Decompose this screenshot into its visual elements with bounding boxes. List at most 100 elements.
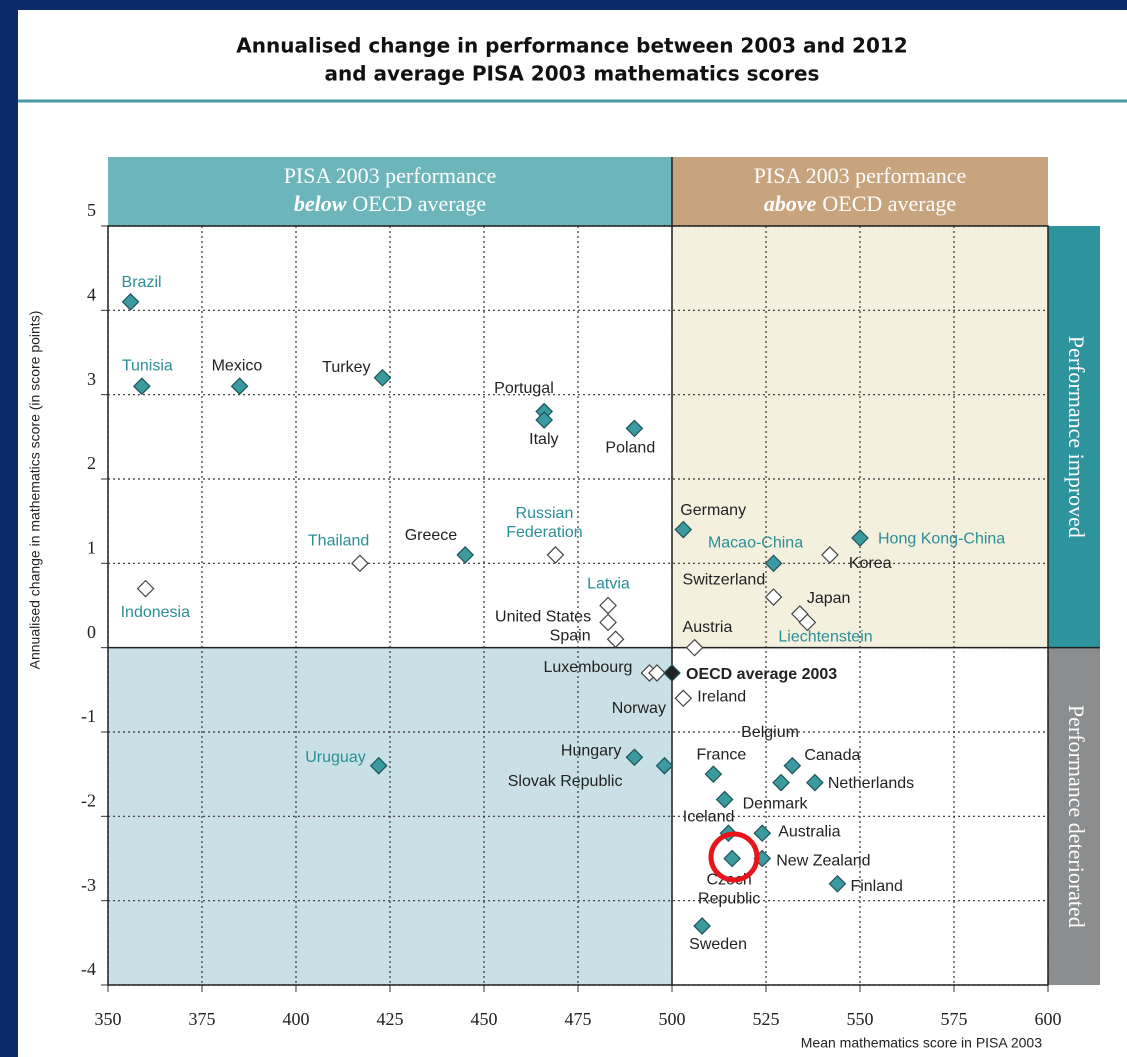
x-tick-label: 450	[471, 1009, 498, 1029]
header-band-emphasis: below	[294, 191, 347, 216]
point	[351, 554, 369, 573]
point	[693, 917, 711, 935]
x-axis-label: Mean mathematics score in PISA 2003	[801, 1035, 1042, 1051]
point-label: Brazil	[122, 274, 162, 291]
point-label: Federation	[506, 524, 583, 541]
point	[663, 664, 681, 682]
x-tick-label: 525	[753, 1009, 780, 1029]
point-label: Latvia	[587, 576, 630, 593]
side-band	[1048, 226, 1100, 648]
point	[685, 638, 704, 657]
point-label: Denmark	[743, 796, 809, 813]
highlight-circle	[708, 831, 760, 883]
point	[753, 824, 772, 843]
point	[783, 756, 802, 775]
point-label: Canada	[804, 747, 860, 764]
point-label: Indonesia	[121, 604, 190, 621]
point-label: France	[696, 746, 746, 763]
top-border	[0, 0, 1127, 10]
y-tick-label: -3	[81, 875, 96, 895]
point-label: Russian	[516, 505, 574, 522]
point	[764, 588, 783, 606]
point-label: Switzerland	[683, 571, 766, 588]
point-label: United States	[495, 609, 591, 626]
point-label: Republic	[698, 891, 760, 908]
header-band-label: above OECD average	[764, 191, 956, 216]
x-tick-label: 475	[565, 1009, 592, 1029]
point-label: New Zealand	[776, 853, 870, 870]
point	[715, 790, 734, 809]
side-band-label: Performance deteriorated	[1064, 705, 1089, 928]
y-tick-label: 5	[87, 200, 96, 220]
x-tick-label: 350	[95, 1009, 122, 1029]
point-label: Luxembourg	[543, 659, 632, 676]
y-tick-label: 3	[87, 369, 96, 389]
y-tick-label: -1	[81, 706, 96, 726]
x-tick-label: 425	[377, 1009, 404, 1029]
side-band	[1048, 647, 1100, 985]
y-tick-label: -2	[81, 790, 96, 810]
point	[764, 554, 783, 573]
point-label: Macao-China	[708, 535, 803, 552]
point	[535, 411, 554, 429]
x-tick-label: 400	[283, 1009, 310, 1029]
point	[798, 613, 817, 632]
point	[806, 773, 824, 792]
point-label: Uruguay	[305, 749, 365, 766]
point-label: Liechtenstein	[778, 629, 872, 646]
point	[625, 748, 644, 767]
point	[821, 546, 839, 564]
point-label: Austria	[683, 619, 733, 636]
point-label: Poland	[605, 440, 655, 457]
point	[655, 756, 674, 775]
point	[456, 546, 475, 564]
point	[599, 596, 617, 615]
y-tick-label: 4	[87, 284, 96, 304]
left-border	[0, 0, 18, 1057]
point	[599, 613, 617, 632]
point-label: Sweden	[689, 936, 747, 953]
point	[121, 293, 140, 311]
chart-title: and average PISA 2003 mathematics scores	[325, 62, 820, 86]
point-label: Iceland	[683, 808, 735, 825]
point-label: Korea	[849, 555, 892, 572]
point-label: Belgium	[741, 724, 799, 741]
point	[132, 377, 151, 396]
x-tick-label: 500	[659, 1009, 686, 1029]
x-tick-label: 600	[1035, 1009, 1062, 1029]
point	[546, 546, 565, 564]
point-label: Turkey	[322, 359, 370, 376]
point	[828, 874, 847, 893]
header-band-rest: OECD average	[352, 191, 486, 216]
point-label: Tunisia	[122, 357, 173, 374]
point	[373, 368, 392, 387]
point-label: Mexico	[212, 357, 263, 374]
point	[369, 756, 388, 775]
point	[704, 765, 723, 784]
x-tick-label: 375	[189, 1009, 216, 1029]
y-axis-label: Annualised change in mathematics score (…	[27, 311, 43, 670]
x-tick-label: 550	[847, 1009, 874, 1029]
chart-title: Annualised change in performance between…	[236, 34, 907, 58]
point	[674, 520, 693, 539]
header-band-rest: OECD average	[822, 191, 956, 216]
point	[772, 773, 790, 792]
point-label: Slovak Republic	[508, 773, 623, 790]
point	[606, 630, 625, 649]
y-tick-label: 1	[87, 537, 96, 557]
point-label: Hungary	[561, 743, 621, 760]
header-band	[108, 157, 672, 226]
header-band-emphasis: above	[764, 191, 817, 216]
point-label: Hong Kong-China	[878, 530, 1005, 547]
header-band	[672, 157, 1048, 226]
point-label: Netherlands	[828, 775, 914, 792]
point-label: Norway	[612, 700, 666, 717]
point-label: Finland	[850, 878, 902, 895]
y-tick-label: -4	[81, 959, 96, 979]
point	[230, 377, 249, 396]
point	[648, 664, 666, 682]
point-label: Japan	[807, 590, 851, 607]
point	[136, 579, 155, 598]
